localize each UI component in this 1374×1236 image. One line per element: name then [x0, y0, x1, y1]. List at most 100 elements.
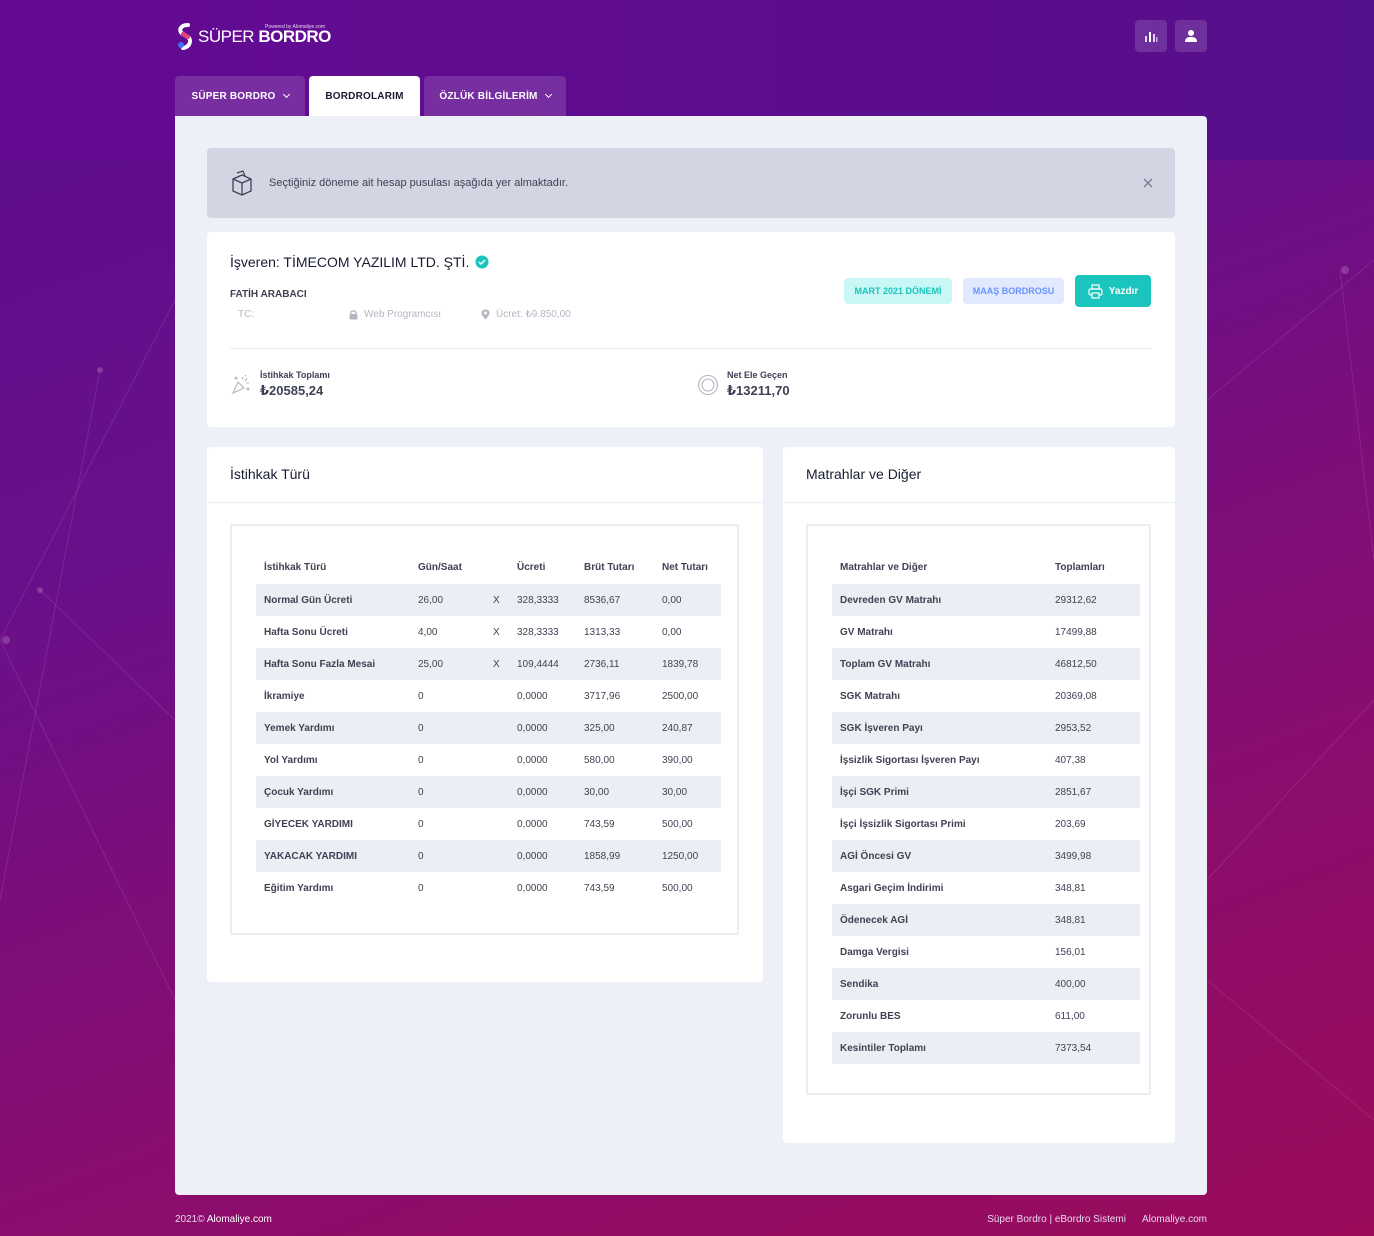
print-button[interactable]: Yazdır	[1075, 275, 1151, 307]
row-cell: 0,0000	[509, 840, 576, 872]
row-label: Çocuk Yardımı	[256, 776, 410, 808]
tab-super-bordro[interactable]: SÜPER BORDRO	[175, 76, 305, 116]
row-cell: 0	[418, 882, 424, 894]
matrahlar-table-wrapper: Matrahlar ve Diğer Toplamları Devreden G…	[806, 524, 1151, 1095]
istihkak-table: İstihkak Türü Gün/Saat Ücreti Brüt Tutar…	[256, 550, 721, 904]
employer-title: İşveren: TİMECOM YAZILIM LTD. ŞTİ.	[230, 254, 489, 270]
user-icon	[1185, 30, 1197, 42]
table-row: Normal Gün Ücreti 26,00 X 328,3333 8536,67 0,…	[256, 584, 721, 616]
table-row: İşsizlik Sigortası İşveren Payı 407,38	[832, 744, 1140, 776]
row-cell: 0	[410, 776, 485, 808]
row-cell: 400,00	[1047, 968, 1140, 1000]
row-cell: 30,00	[576, 776, 654, 808]
row-cell: 46812,50	[1047, 648, 1140, 680]
alert-message: Seçtiğiniz döneme ait hesap pusulası aşa…	[269, 177, 569, 189]
stats-button[interactable]	[1135, 20, 1167, 52]
row-cell: 2736,11	[576, 648, 654, 680]
row-cell: 0	[410, 840, 485, 872]
row-cell: 407,38	[1055, 754, 1086, 766]
row-label: Normal Gün Ücreti	[256, 584, 410, 616]
row-label: İşçi İşsizlik Sigortası Primi	[840, 818, 966, 830]
row-cell: 0,00	[654, 584, 721, 616]
table-row: SGK Matrahı 20369,08	[832, 680, 1140, 712]
row-cell	[485, 808, 509, 840]
total-earnings-stat: İstihkak Toplamı ₺20585,24	[230, 370, 330, 399]
printer-icon	[1088, 283, 1103, 299]
footer-brand-link[interactable]: Alomaliye.com	[206, 1214, 272, 1225]
table-row: Asgari Geçim İndirimi 348,81	[832, 872, 1140, 904]
column-header: Matrahlar ve Diğer	[840, 561, 928, 573]
table-row: GİYECEK YARDIMI 0 0,0000 743,59 500,00	[256, 808, 721, 840]
tab-ozluk-bilgilerim[interactable]: ÖZLÜK BİLGİLERİM	[424, 76, 566, 116]
table-row: AGİ Öncesi GV 3499,98	[832, 840, 1140, 872]
row-cell: 156,01	[1055, 946, 1086, 958]
row-cell: 0,0000	[517, 882, 548, 894]
coin-icon	[697, 374, 719, 395]
column-header	[485, 550, 509, 584]
row-cell: 2500,00	[662, 690, 699, 702]
footer-link-alomaliye[interactable]: Alomaliye.com	[1141, 1214, 1207, 1225]
table-row: İşçi SGK Primi 2851,67	[832, 776, 1140, 808]
row-label: SGK Matrahı	[840, 690, 901, 702]
row-cell	[485, 872, 509, 904]
row-cell: X	[485, 584, 509, 616]
row-label: İşçi SGK Primi	[832, 776, 1047, 808]
row-label: Hafta Sonu Fazla Mesai	[256, 648, 410, 680]
table-row: GV Matrahı 17499,88	[832, 616, 1140, 648]
row-cell: 325,00	[576, 712, 654, 744]
confetti-icon	[231, 374, 250, 394]
close-icon[interactable]	[1141, 176, 1155, 190]
row-cell: 500,00	[662, 882, 693, 894]
table-row: SGK İşveren Payı 2953,52	[832, 712, 1140, 744]
row-cell: 0,0000	[517, 818, 548, 830]
table-row: Kesintiler Toplamı 7373,54	[832, 1032, 1140, 1064]
row-label: Devreden GV Matrahı	[832, 584, 1047, 616]
row-cell: 3717,96	[584, 690, 621, 702]
net-earnings-stat: Net Ele Geçen ₺13211,70	[697, 370, 790, 399]
row-label: Asgari Geçim İndirimi	[840, 882, 944, 894]
row-cell: 500,00	[662, 818, 693, 830]
table-row: Yol Yardımı 0 0,0000 580,00 390,00	[256, 744, 721, 776]
row-cell: 0,0000	[509, 712, 576, 744]
row-cell: X	[485, 648, 509, 680]
table-row: Hafta Sonu Ücreti 4,00 X 328,3333 1313,33 0,0…	[256, 616, 721, 648]
row-cell: 1858,99	[576, 840, 654, 872]
matrahlar-table: Matrahlar ve Diğer Toplamları Devreden G…	[832, 550, 1140, 1064]
user-menu-button[interactable]	[1175, 20, 1207, 52]
position-text: Web Programcısı	[364, 309, 442, 320]
row-cell: 348,81	[1047, 904, 1140, 936]
row-cell: 3499,98	[1047, 840, 1140, 872]
tab-label: ÖZLÜK BİLGİLERİM	[439, 90, 538, 102]
istihkak-card: İstihkak Türü İstihkak Türü Gün/Saat Ücr…	[207, 447, 763, 982]
row-cell: 25,00	[410, 648, 485, 680]
row-cell: 0	[418, 754, 424, 766]
column-header: Brüt Tutarı	[584, 561, 635, 573]
column-header: Net Tutarı	[662, 561, 708, 573]
row-cell: 4,00	[418, 626, 438, 638]
row-cell: 20369,08	[1055, 690, 1097, 702]
row-cell: 1839,78	[654, 648, 721, 680]
table-row: Damga Vergisi 156,01	[832, 936, 1140, 968]
row-label: Toplam GV Matrahı	[832, 648, 1047, 680]
bar-chart-icon	[1145, 32, 1158, 42]
row-label: AGİ Öncesi GV	[832, 840, 1047, 872]
print-label: Yazdır	[1108, 285, 1139, 297]
tc-label: TC:	[238, 309, 255, 320]
app-logo[interactable]: SÜPER BORDRO Powered by Alomaliye.com	[175, 22, 331, 52]
table-row: Yemek Yardımı 0 0,0000 325,00 240,87	[256, 712, 721, 744]
matrahlar-card: Matrahlar ve Diğer Matrahlar ve Diğer To…	[783, 447, 1175, 1143]
row-label: Yol Yardımı	[264, 754, 318, 766]
row-cell: 29312,62	[1047, 584, 1140, 616]
tab-bordrolarim[interactable]: BORDROLARIM	[309, 76, 420, 116]
logo-mark-icon	[178, 23, 193, 50]
footer-link-super-bordro[interactable]: Süper Bordro | eBordro Sistemi	[987, 1214, 1126, 1225]
table-row: İşçi İşsizlik Sigortası Primi 203,69	[832, 808, 1140, 840]
table-header-row: Matrahlar ve Diğer Toplamları	[832, 550, 1140, 584]
table-row: Çocuk Yardımı 0 0,0000 30,00 30,00	[256, 776, 721, 808]
tc-number: TC:	[238, 309, 254, 320]
row-cell: 348,81	[1055, 882, 1086, 894]
row-cell: X	[493, 626, 500, 638]
table-row: İkramiye 0 0,0000 3717,96 2500,00	[256, 680, 721, 712]
row-cell: 743,59	[584, 882, 615, 894]
